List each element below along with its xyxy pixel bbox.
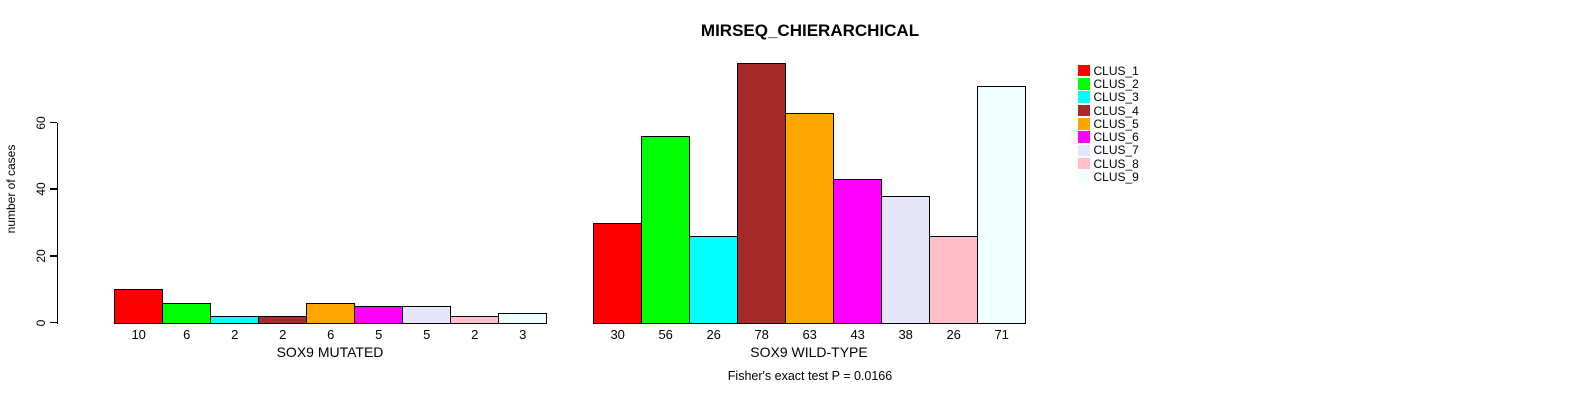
legend: CLUS_1 CLUS_2 CLUS_3 CLUS_4 CLUS_5 CLUS_6 CLUS… [1078,64,1139,184]
bar-value-label: 2 [279,327,287,342]
legend-item-clus-2: CLUS_2 [1078,76,1139,91]
legend-swatch-clus-7 [1078,144,1090,157]
bar-value-label: 2 [471,327,479,342]
bar-value-label: 5 [375,327,383,342]
legend-label: CLUS_3 [1093,90,1139,105]
bar-value-label: 30 [610,327,625,342]
legend-item-clus-5: CLUS_5 [1078,116,1139,131]
bar-value-label: 3 [519,327,527,342]
bar-clus-1-sox9-wild-type [593,222,643,324]
y-tick-label: 20 [34,249,48,263]
bar-value-label: 56 [658,327,673,342]
y-axis-line [57,122,59,324]
legend-label: CLUS_6 [1093,130,1139,145]
legend-item-clus-1: CLUS_1 [1078,63,1139,78]
y-axis-label: number of cases [4,144,18,234]
bar-clus-2-sox9-mutated [162,302,212,324]
bar-value-label: 10 [131,327,146,342]
legend-swatch-clus-2 [1078,78,1090,90]
fisher-test-annotation: Fisher's exact test P = 0.0166 [727,369,893,383]
bar-clus-3-sox9-mutated [210,315,260,324]
bar-value-label: 63 [802,327,817,342]
legend-item-clus-8: CLUS_8 [1078,156,1139,171]
legend-swatch-clus-9 [1078,171,1090,183]
legend-item-clus-3: CLUS_3 [1078,90,1139,105]
bar-value-label: 38 [898,327,913,342]
bar-clus-4-sox9-mutated [258,315,308,324]
bar-clus-4-sox9-wild-type [737,62,787,324]
bar-clus-6-sox9-wild-type [833,179,883,324]
bar-clus-9-sox9-mutated [498,312,548,324]
bar-value-label: 2 [231,327,239,342]
bar-clus-3-sox9-wild-type [689,235,739,324]
bar-value-label: 43 [850,327,865,342]
bar-clus-7-sox9-mutated [402,305,452,324]
legend-item-clus-4: CLUS_4 [1078,103,1139,118]
legend-label: CLUS_4 [1093,103,1139,118]
legend-swatch-clus-5 [1078,118,1090,130]
y-tick [50,255,57,257]
bar-clus-2-sox9-wild-type [641,135,691,324]
bar-clus-8-sox9-mutated [450,315,500,324]
x-group-label-sox9-mutated: SOX9 MUTATED [276,344,384,360]
legend-label: CLUS_1 [1093,63,1139,78]
bar-clus-7-sox9-wild-type [881,195,931,324]
legend-label: CLUS_7 [1093,143,1139,158]
bar-value-label: 71 [994,327,1009,342]
x-group-label-sox9-wild-type: SOX9 WILD-TYPE [750,344,868,360]
y-tick [50,188,57,190]
legend-swatch-clus-8 [1078,157,1090,170]
legend-label: CLUS_8 [1093,156,1139,171]
chart-title: MIRSEQ_CHIERARCHICAL [700,21,920,40]
legend-item-clus-7: CLUS_7 [1078,143,1139,158]
legend-item-clus-6: CLUS_6 [1078,130,1139,145]
legend-swatch-clus-1 [1078,64,1090,77]
bar-clus-1-sox9-mutated [114,289,164,324]
legend-label: CLUS_2 [1093,76,1139,91]
bar-clus-5-sox9-mutated [306,302,356,324]
bar-value-label: 78 [754,327,769,342]
legend-swatch-clus-4 [1078,104,1090,117]
y-tick-label: 0 [34,319,48,326]
bar-value-label: 6 [183,327,191,342]
legend-label: CLUS_5 [1093,116,1139,131]
bar-value-label: 5 [423,327,431,342]
legend-item-clus-9: CLUS_9 [1078,170,1139,185]
y-tick-label: 60 [34,115,48,130]
y-tick [50,121,57,124]
bar-clus-6-sox9-mutated [354,305,404,324]
bar-value-label: 26 [946,327,961,342]
y-tick-label: 40 [34,182,48,196]
legend-label: CLUS_9 [1093,170,1139,185]
legend-swatch-clus-3 [1078,91,1090,103]
bar-clus-9-sox9-wild-type [977,85,1027,324]
y-tick [50,321,57,324]
bar-clus-5-sox9-wild-type [785,112,835,324]
bar-value-label: 26 [706,327,721,342]
bar-clus-8-sox9-wild-type [929,235,979,324]
legend-swatch-clus-6 [1078,131,1090,143]
bar-value-label: 6 [327,327,335,342]
